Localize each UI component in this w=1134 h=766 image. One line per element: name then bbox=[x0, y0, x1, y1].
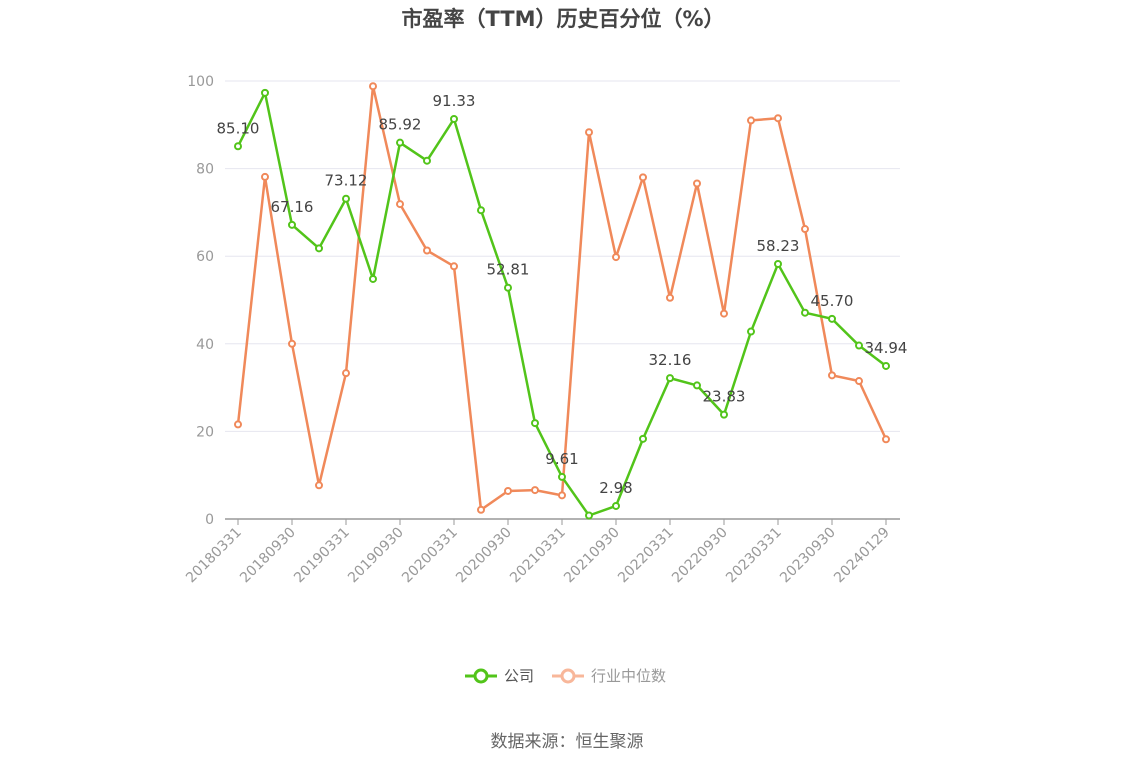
company-point[interactable] bbox=[855, 341, 863, 350]
industry-median-point[interactable] bbox=[450, 262, 458, 271]
company-point[interactable] bbox=[261, 88, 269, 97]
chart-title: 市盈率（TTM）历史百分位（%） bbox=[401, 7, 724, 31]
data-label: 2.98 bbox=[599, 479, 632, 497]
company-point[interactable] bbox=[504, 283, 512, 292]
x-tick-label: 20240129 bbox=[831, 525, 893, 587]
company-point[interactable] bbox=[774, 259, 782, 268]
x-tick-label: 20200331 bbox=[399, 525, 461, 587]
company-point[interactable] bbox=[234, 142, 242, 151]
legend-industry-label: 行业中位数 bbox=[591, 667, 666, 685]
legend-item-industry-median[interactable]: 行业中位数 bbox=[552, 667, 666, 685]
industry-median-point[interactable] bbox=[801, 225, 809, 234]
industry-median-point[interactable] bbox=[288, 339, 296, 348]
company-point[interactable] bbox=[477, 206, 485, 215]
company-point[interactable] bbox=[315, 244, 323, 253]
y-tick-label: 80 bbox=[196, 162, 214, 178]
data-label: 34.94 bbox=[865, 339, 908, 357]
company-point[interactable] bbox=[585, 511, 593, 520]
data-label: 85.92 bbox=[379, 116, 422, 134]
legend-company-marker bbox=[473, 668, 489, 684]
data-label: 58.23 bbox=[757, 237, 800, 255]
data-label: 73.12 bbox=[325, 172, 368, 190]
data-label: 9.61 bbox=[545, 450, 578, 468]
industry-median-point[interactable] bbox=[666, 293, 674, 302]
x-tick-label: 20220930 bbox=[669, 525, 731, 587]
industry-median-point[interactable] bbox=[639, 173, 647, 182]
industry-median-point[interactable] bbox=[828, 371, 836, 380]
industry-median-point[interactable] bbox=[342, 369, 350, 378]
data-label: 45.70 bbox=[811, 292, 854, 310]
grid-lines bbox=[225, 80, 900, 432]
series-layer bbox=[234, 82, 890, 520]
x-tick-label: 20180930 bbox=[237, 525, 299, 587]
industry-median-point[interactable] bbox=[774, 114, 782, 123]
x-tick-label: 20230930 bbox=[777, 525, 839, 587]
company-point[interactable] bbox=[531, 419, 539, 428]
company-point[interactable] bbox=[693, 381, 701, 390]
industry-median-point[interactable] bbox=[720, 309, 728, 318]
y-tick-label: 60 bbox=[196, 249, 214, 265]
company-point[interactable] bbox=[828, 314, 836, 323]
legend-industry-marker bbox=[560, 668, 576, 684]
industry-median-point[interactable] bbox=[234, 420, 242, 429]
x-tick-label: 20190331 bbox=[291, 525, 353, 587]
industry-median-point[interactable] bbox=[882, 435, 890, 444]
data-label: 85.10 bbox=[217, 119, 260, 137]
company-point[interactable] bbox=[801, 308, 809, 317]
data-label: 52.81 bbox=[487, 261, 530, 279]
x-tick-label: 20230331 bbox=[723, 525, 785, 587]
x-tick-label: 20180331 bbox=[183, 525, 245, 587]
data-source: 数据来源：恒生聚源 bbox=[491, 732, 644, 752]
y-tick-label: 0 bbox=[205, 512, 214, 528]
industry-median-point[interactable] bbox=[558, 491, 566, 500]
data-labels: 85.10 67.16 73.12 85.92 91.33 52.81 9.61 2.98 32… bbox=[217, 92, 908, 497]
x-tick-label: 20210930 bbox=[561, 525, 623, 587]
industry-median-point[interactable] bbox=[747, 116, 755, 125]
industry-median-point[interactable] bbox=[423, 246, 431, 255]
industry-median-point[interactable] bbox=[693, 179, 701, 188]
y-tick-label: 20 bbox=[196, 424, 214, 440]
x-tick-label: 20220331 bbox=[615, 525, 677, 587]
industry-median-point[interactable] bbox=[261, 172, 269, 181]
x-tick-label: 20190930 bbox=[345, 525, 407, 587]
company-point[interactable] bbox=[396, 138, 404, 147]
industry-median-point[interactable] bbox=[369, 82, 377, 91]
company-point[interactable] bbox=[423, 156, 431, 165]
legend[interactable]: 公司 行业中位数 bbox=[465, 667, 666, 685]
data-label: 67.16 bbox=[271, 198, 314, 216]
company-point[interactable] bbox=[450, 114, 458, 123]
company-point[interactable] bbox=[288, 220, 296, 229]
industry-median-point[interactable] bbox=[504, 486, 512, 495]
company-point[interactable] bbox=[666, 374, 674, 383]
industry-median-point[interactable] bbox=[315, 481, 323, 490]
industry-median-point[interactable] bbox=[612, 253, 620, 262]
x-axis: 2018033120180930201903312019093020200331… bbox=[183, 518, 900, 587]
y-axis: 0 20 40 60 80 100 bbox=[187, 74, 214, 528]
company-point[interactable] bbox=[612, 501, 620, 510]
company-point[interactable] bbox=[747, 327, 755, 336]
company-point[interactable] bbox=[342, 194, 350, 203]
industry-median-point[interactable] bbox=[531, 486, 539, 495]
data-label: 32.16 bbox=[649, 351, 692, 369]
legend-item-company[interactable]: 公司 bbox=[465, 667, 534, 685]
x-tick-label: 20200930 bbox=[453, 525, 515, 587]
y-tick-label: 40 bbox=[196, 337, 214, 353]
industry-median-point[interactable] bbox=[585, 128, 593, 137]
x-tick-label: 20210331 bbox=[507, 525, 569, 587]
company-point[interactable] bbox=[882, 361, 890, 370]
industry-median-point[interactable] bbox=[477, 505, 485, 514]
legend-company-label: 公司 bbox=[504, 667, 534, 685]
company-point[interactable] bbox=[720, 410, 728, 419]
industry-median-point[interactable] bbox=[855, 377, 863, 386]
company-point[interactable] bbox=[369, 274, 377, 283]
company-point[interactable] bbox=[639, 434, 647, 443]
company-point[interactable] bbox=[558, 472, 566, 481]
y-tick-label: 100 bbox=[187, 74, 214, 90]
data-label: 23.83 bbox=[703, 388, 746, 406]
industry-median-point[interactable] bbox=[396, 200, 404, 209]
series-industry-median-line bbox=[236, 85, 888, 512]
data-label: 91.33 bbox=[433, 92, 476, 110]
